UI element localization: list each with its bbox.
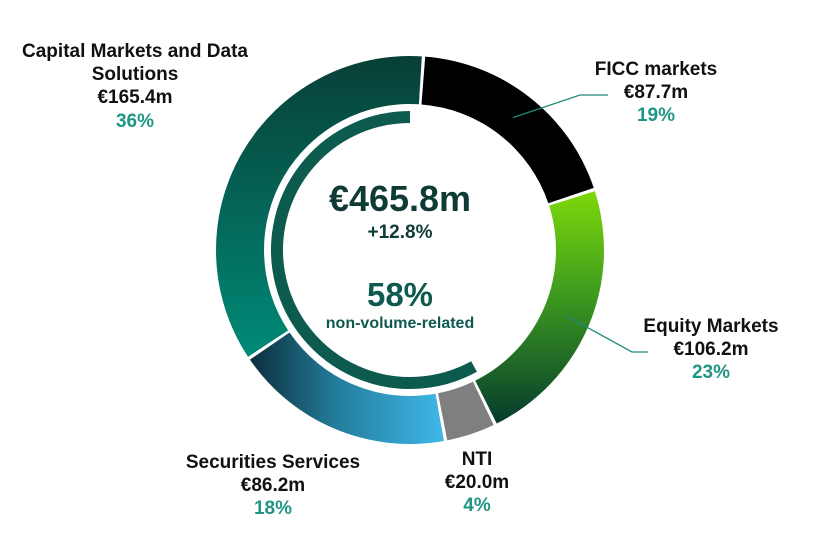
slice-equity-markets bbox=[475, 191, 605, 424]
slice-percent: 36% bbox=[115, 110, 155, 132]
slice-name: Capital Markets and Data Solutions bbox=[22, 41, 248, 86]
label-equity-markets: Equity Markets €106.2m 23% bbox=[612, 315, 810, 385]
inner-share-arc bbox=[271, 111, 477, 389]
slice-percent: 4% bbox=[463, 495, 491, 517]
slice-securities-services bbox=[249, 332, 444, 445]
slice-percent: 23% bbox=[691, 362, 731, 384]
inner-share-caption: non-volume-related bbox=[325, 315, 475, 332]
slice-value: €165.4m bbox=[97, 87, 173, 109]
slice-value: €86.2m bbox=[240, 475, 306, 497]
leader-line-equity bbox=[566, 315, 648, 353]
slice-ficc-markets bbox=[421, 56, 594, 204]
label-securities-services: Securities Services €86.2m 18% bbox=[158, 451, 388, 521]
leader-lines bbox=[512, 94, 648, 353]
label-capital-markets: Capital Markets and Data Solutions €165.… bbox=[4, 40, 266, 133]
slice-percent: 19% bbox=[636, 105, 676, 127]
slice-name: NTI bbox=[461, 449, 493, 470]
slice-name: FICC markets bbox=[594, 59, 718, 80]
label-ficc-markets: FICC markets €87.7m 19% bbox=[560, 58, 752, 128]
donut-slices bbox=[216, 55, 605, 445]
label-nti: NTI €20.0m 4% bbox=[418, 448, 536, 518]
inner-share-value: 58% bbox=[366, 276, 434, 313]
slice-value: €20.0m bbox=[444, 472, 510, 494]
inner-arc-layer bbox=[271, 111, 477, 389]
total-change: +12.8% bbox=[367, 222, 433, 243]
total-value: €465.8m bbox=[328, 178, 472, 219]
slice-value: €87.7m bbox=[623, 82, 689, 104]
leader-line-ficc bbox=[512, 94, 608, 119]
slice-capital-markets bbox=[216, 55, 422, 357]
slice-nti bbox=[438, 381, 494, 441]
slice-name: Securities Services bbox=[185, 452, 361, 473]
slice-value: €106.2m bbox=[673, 339, 749, 361]
slice-percent: 18% bbox=[253, 498, 293, 520]
slice-name: Equity Markets bbox=[643, 316, 779, 337]
